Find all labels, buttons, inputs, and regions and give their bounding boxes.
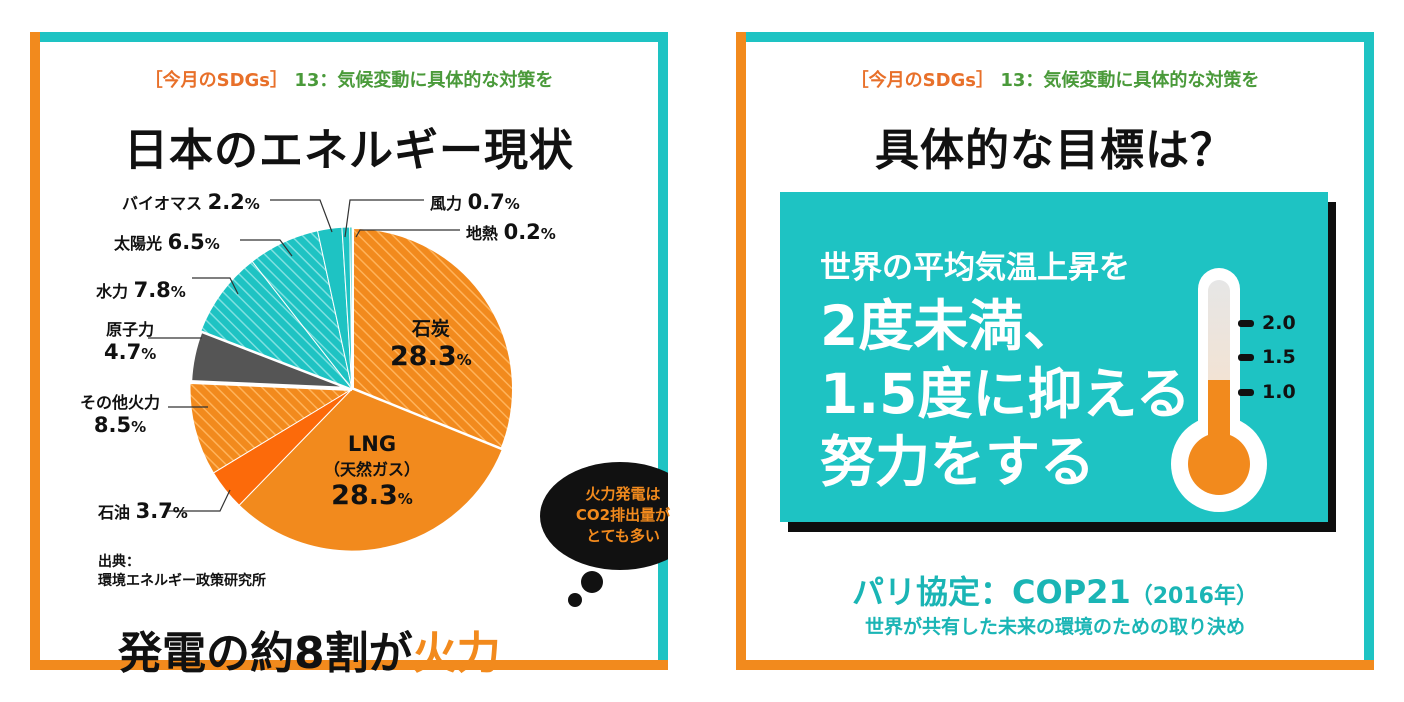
label-biomass: バイオマス 2.2%	[122, 190, 260, 214]
leader-solar	[240, 239, 293, 257]
source-note: 出典： 環境エネルギー政策研究所	[98, 554, 266, 589]
tick-1-0	[1238, 389, 1254, 396]
leader-hydro	[192, 277, 239, 295]
left-panel: ［今月のSDGs］ 13：気候変動に具体的な対策を 日本のエネルギー現状 石炭 …	[30, 32, 670, 679]
tick-1-5	[1238, 354, 1254, 361]
label-geothermal: 地熱 0.2%	[466, 220, 556, 244]
goal-line-1: 世界の平均気温上昇を	[820, 250, 1130, 286]
label-nuclear: 原子力 4.7%	[104, 320, 157, 364]
pie-slice-coal	[350, 224, 516, 453]
paris-title: パリ協定：COP21（2016年）	[852, 573, 1258, 611]
frame-left	[30, 32, 40, 670]
frame-bottom	[30, 660, 668, 670]
bubble-text: 火力発電は CO2排出量が とても多い	[575, 485, 671, 545]
thermo-label-2-0: 2.0	[1262, 312, 1296, 334]
tick-2-0	[1238, 320, 1254, 327]
goal-lines: 2度未満、 1.5度に抑える 努力をする	[820, 294, 1191, 494]
leader-oil	[165, 489, 231, 512]
leader-wind	[344, 199, 424, 238]
pie-slice-lng	[238, 388, 503, 552]
pie-slice-geothermal	[349, 226, 353, 390]
energy-pie-chart	[148, 199, 668, 607]
paris-subtitle: 世界が共有した未来の環境のための取り決め	[864, 616, 1245, 638]
bubble-body	[540, 462, 668, 570]
frame-left	[736, 32, 746, 670]
leader-biomass	[270, 199, 333, 233]
bubble-dot-2	[568, 593, 582, 607]
label-solar: 太陽光 6.5%	[114, 230, 220, 254]
frame-top	[736, 32, 1374, 42]
frame-right	[1364, 32, 1374, 670]
bubble-dot-1	[581, 571, 603, 593]
label-wind: 風力 0.7%	[430, 190, 520, 214]
label-lng: LNG （天然ガス） 28.3%	[323, 432, 420, 511]
label-other-thermal: その他火力 8.5%	[80, 393, 161, 437]
thermometer-icon	[1171, 268, 1267, 512]
left-title: 日本のエネルギー現状	[124, 125, 574, 176]
label-hydro: 水力 7.8%	[96, 278, 186, 302]
frame-top	[30, 32, 668, 42]
thermo-label-1-0: 1.0	[1262, 381, 1296, 403]
pie-slice-hydro	[200, 260, 354, 391]
leader-geo	[355, 229, 460, 238]
right-panel: ［今月のSDGs］ 13：気候変動に具体的な対策を 具体的な目標は？ 世界の平均…	[736, 32, 1374, 670]
frame-bottom	[736, 660, 1374, 670]
right-title: 具体的な目標は？	[875, 125, 1235, 176]
frame-right	[658, 32, 668, 670]
thermo-label-1-5: 1.5	[1262, 346, 1296, 368]
right-subtitle: ［今月のSDGs］ 13：気候変動に具体的な対策を	[850, 70, 1260, 91]
left-subtitle: ［今月のSDGs］ 13：気候変動に具体的な対策を	[144, 70, 554, 91]
left-headline: 発電の約8割が火力	[118, 628, 501, 679]
label-oil: 石油 3.7%	[98, 499, 188, 523]
label-coal: 石炭 28.3%	[390, 318, 472, 372]
